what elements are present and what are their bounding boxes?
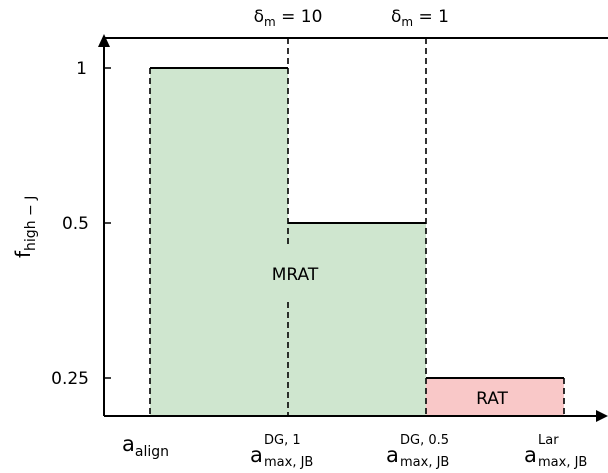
x-tick-lar-sup: Lar bbox=[538, 433, 559, 448]
x-axis-arrow-icon bbox=[596, 410, 608, 422]
y-axis-label-base: f bbox=[11, 250, 35, 258]
mrat-outline bbox=[150, 67, 426, 224]
rat-label: RAT bbox=[476, 389, 508, 409]
svg-text:fhigh − J: fhigh − J bbox=[11, 196, 39, 258]
delta-m-1-rest: = 1 bbox=[413, 7, 449, 27]
y-axis-arrow-icon bbox=[98, 34, 110, 47]
x-tick-dg05-sup: DG, 0.5 bbox=[400, 433, 449, 448]
x-tick-dg1-base: a bbox=[250, 443, 263, 467]
y-axis-label: fhigh − J bbox=[11, 196, 39, 258]
delta-m-1-sub: m bbox=[401, 15, 413, 29]
x-tick-dg05-sub: max, JB bbox=[400, 455, 449, 470]
x-tick-lar-sub: max, JB bbox=[538, 455, 587, 470]
x-tick-dg1-sup: DG, 1 bbox=[264, 433, 301, 448]
x-tick-dg1-sub: max, JB bbox=[264, 455, 313, 470]
x-tick-lar-base: a bbox=[524, 443, 537, 467]
x-tick-align-base: a bbox=[122, 432, 135, 456]
x-tick-label-dg05: a DG, 0.5 max, JB bbox=[386, 433, 449, 470]
y-tick-label-05: 0.5 bbox=[62, 214, 89, 234]
rat-region bbox=[426, 378, 564, 416]
delta-m-10-sub: m bbox=[264, 15, 276, 29]
y-tick-label-025: 0.25 bbox=[51, 369, 89, 389]
delta-m-1-label: δm = 1 bbox=[391, 7, 449, 29]
delta-m-10-base: δ bbox=[254, 7, 264, 27]
x-tick-label-lar: a Lar max, JB bbox=[524, 433, 587, 470]
x-tick-label-align: aalign bbox=[122, 432, 169, 460]
mrat-label: MRAT bbox=[272, 265, 319, 285]
x-tick-align-sub: align bbox=[135, 444, 169, 460]
delta-m-1-base: δ bbox=[391, 7, 401, 27]
x-tick-dg05-base: a bbox=[386, 443, 399, 467]
y-axis-label-sub: high − J bbox=[23, 196, 39, 251]
delta-m-10-label: δm = 10 bbox=[254, 7, 323, 29]
delta-m-10-rest: = 10 bbox=[276, 7, 323, 27]
x-tick-label-dg1: a DG, 1 max, JB bbox=[250, 433, 313, 470]
y-tick-label-1: 1 bbox=[76, 59, 87, 79]
